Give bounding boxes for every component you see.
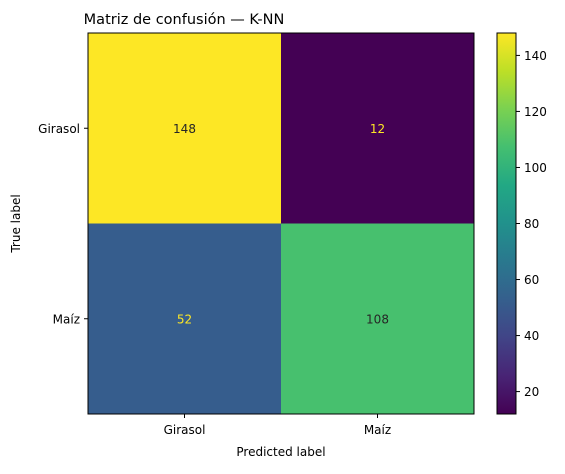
- y-tick-label: Maíz: [53, 312, 80, 326]
- chart-title: Matriz de confusión — K-NN: [84, 12, 285, 28]
- heatmap-cell: [281, 223, 474, 414]
- colorbar-tick-label: 40: [524, 329, 539, 343]
- heatmap-cell: [281, 33, 474, 224]
- cell-value-labels: 148 12 52 108: [173, 122, 389, 327]
- x-tick-label: Girasol: [164, 423, 206, 437]
- y-axis-label: True label: [9, 194, 23, 253]
- x-axis-ticks: Girasol Maíz: [164, 414, 391, 437]
- cell-value-label: 52: [177, 312, 192, 326]
- y-tick-label: Girasol: [38, 122, 80, 136]
- colorbar-tick-label: 140: [524, 49, 547, 63]
- cell-value-label: 12: [370, 122, 385, 136]
- x-axis-label: Predicted label: [236, 445, 325, 459]
- heatmap-cell: [88, 223, 281, 414]
- colorbar-tick-label: 120: [524, 105, 547, 119]
- colorbar-tick-label: 20: [524, 385, 539, 399]
- plot-frame: [87, 32, 475, 415]
- cell-value-label: 108: [366, 312, 389, 326]
- colorbar-tick-label: 100: [524, 161, 547, 175]
- colorbar: [496, 32, 517, 415]
- y-axis-ticks: Girasol Maíz: [38, 122, 88, 326]
- colorbar-tick-label: 80: [524, 217, 539, 231]
- colorbar-ticks: 20 40 60 80 100 120 140: [516, 49, 547, 399]
- x-tick-label: Maíz: [364, 423, 391, 437]
- heatmap-cells: [88, 33, 474, 414]
- cell-value-label: 148: [173, 122, 196, 136]
- heatmap-cell: [88, 33, 281, 224]
- colorbar-tick-label: 60: [524, 273, 539, 287]
